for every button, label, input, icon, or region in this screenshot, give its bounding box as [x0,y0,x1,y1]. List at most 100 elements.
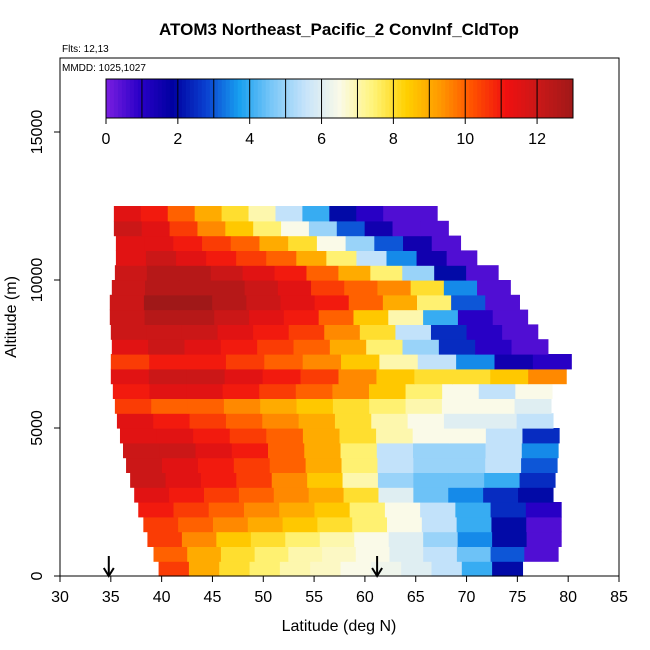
heatmap-cell [442,383,480,399]
x-axis-ticks: 30 35 40 45 50 55 60 65 70 75 80 85 [51,576,628,606]
heatmap-cell [283,309,320,325]
colorbar-swatch [525,79,530,118]
colorbar-swatch [497,79,502,118]
heatmap-cell [359,324,396,340]
colorbar-swatch [153,79,159,118]
flights-annotation: Flts: 12,13 [62,44,109,55]
heatmap-cell [253,324,290,340]
colorbar-swatch [481,79,486,118]
heatmap-cell [233,457,271,473]
colorbar-swatch [433,79,438,118]
heatmap-cell [382,294,418,311]
colorbar-swatch [493,79,498,118]
colorbar-ticks: 0 2 4 6 8 10 12 [102,118,546,148]
heatmap-cell [145,280,179,296]
colorbar-swatch [453,79,458,118]
heatmap-cell [273,487,310,503]
y-axis-label: Altitude (m) [3,276,20,358]
heatmap-cell [148,368,188,385]
heatmap-cell [302,428,341,444]
heatmap-cell [279,561,311,577]
colorbar-swatch [237,79,243,118]
colorbar-tick-label: 8 [389,131,398,148]
heatmap-cell [324,324,361,340]
colorbar-swatch [413,79,418,118]
heatmap-cell [423,309,459,325]
heatmap-cell [317,516,353,533]
y-axis-ticks: 0 5000 10000 15000 [29,110,60,580]
heatmap-cell [420,220,449,237]
heatmap-cell [188,561,220,577]
colorbar-swatch [393,79,398,118]
heatmap-cell [511,339,549,355]
heatmap-cell [452,368,491,385]
heatmap-cell [431,235,462,251]
heatmap-cell [528,368,567,385]
heatmap-cell [461,561,493,577]
colorbar-swatch [517,79,522,118]
x-tick-label: 35 [102,589,120,606]
heatmap-cell [181,324,219,340]
heatmap-cell [414,368,453,385]
heatmap-cell [114,265,148,281]
colorbar-swatch [141,79,147,118]
colorbar-swatch [477,79,482,118]
heatmap-cell [343,487,380,503]
heatmap-cell [494,354,534,370]
heatmap-cell [149,354,189,370]
heatmap-cell [514,398,552,414]
heatmap-cell [221,206,250,222]
colorbar-swatch [541,79,546,118]
heatmap-cell [280,294,316,311]
heatmap-cell [355,546,391,562]
heatmap-cell [420,502,456,518]
heatmap-cell [521,457,558,473]
colorbar-swatch [249,79,255,118]
colorbar-swatch [381,79,386,118]
colorbar-swatch [429,79,434,118]
heatmap-cell [348,294,384,311]
heatmap-cell [220,546,256,562]
heatmap-cell [195,442,233,459]
heatmap-cell [340,561,372,577]
colorbar-swatch [297,79,303,118]
heatmap-cell [341,354,380,370]
heatmap-cell [109,294,145,311]
heatmap-cell [181,531,217,547]
colorbar-swatch [217,79,223,118]
heatmap-cell [110,368,150,385]
colorbar-swatch [553,79,558,118]
heatmap-cell [153,546,188,562]
heatmap-cell [119,428,158,444]
heatmap-cell [524,546,559,562]
heatmap-cell [223,398,261,414]
heatmap-cell [134,487,170,503]
heatmap-cell [521,442,559,459]
heatmap-cell [167,206,196,222]
colorbar-swatch [373,79,378,118]
heatmap-cell [212,516,249,533]
colorbar-swatch [425,79,430,118]
colorbar-swatch [281,79,287,118]
colorbar-swatch [109,79,115,118]
colorbar-swatch [257,79,263,118]
colorbar-swatch [106,79,111,118]
heatmap-cell [186,383,224,399]
colorbar-swatch [205,79,211,118]
heatmap-cell [402,339,440,355]
x-tick-label: 65 [407,589,425,606]
colorbar-swatch [197,79,203,118]
heatmap-cell [332,383,370,399]
heatmap-cell [219,561,251,577]
colorbar-swatch [401,79,406,118]
heatmap-cell [405,383,443,399]
colorbar-swatch [121,79,127,118]
colorbar-tick-label: 4 [245,131,254,148]
heatmap-cell [248,206,277,222]
heatmap-cell [475,339,513,355]
colorbar-swatch [469,79,474,118]
colorbar-swatch [201,79,207,118]
x-tick-label: 40 [153,589,171,606]
colorbar-tick-label: 12 [528,131,546,148]
heatmap-cell [413,442,450,459]
